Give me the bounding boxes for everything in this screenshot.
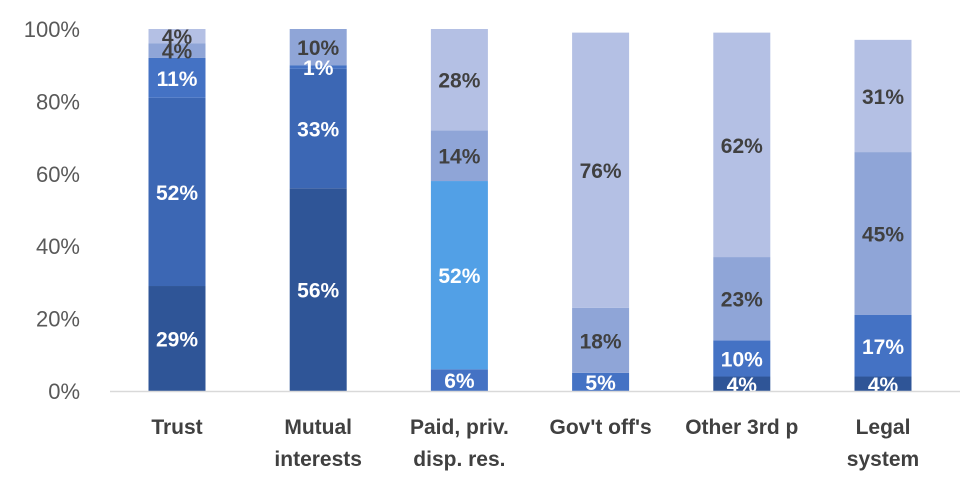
x-tick-label: system — [847, 448, 919, 471]
data-label: 10% — [297, 37, 339, 60]
bar-segment — [713, 257, 771, 341]
x-tick-label: disp. res. — [413, 448, 505, 471]
bar-segment — [148, 43, 206, 58]
bar-segment — [854, 376, 912, 391]
y-tick-label: 80% — [36, 89, 80, 114]
y-tick-label: 100% — [24, 17, 80, 42]
data-label: 1% — [303, 57, 334, 80]
y-tick-label: 40% — [36, 234, 80, 259]
data-label: 5% — [585, 372, 616, 395]
data-label: 4% — [162, 26, 193, 49]
x-tick-label: Paid, priv. — [410, 416, 509, 439]
x-tick-label: Legal — [856, 416, 911, 439]
y-axis: 0% 20% 40% 60% 80% 100% — [24, 17, 80, 404]
data-label: 33% — [297, 119, 339, 142]
data-label: 18% — [580, 330, 622, 353]
bar-segment — [289, 29, 347, 66]
data-label: 45% — [862, 224, 904, 247]
data-label: 52% — [156, 182, 198, 205]
y-tick-label: 0% — [48, 379, 80, 404]
bar-segment — [148, 29, 206, 44]
x-tick-label: Other 3rd p — [685, 416, 798, 439]
bar-segment — [289, 65, 347, 69]
bar-segment — [854, 152, 912, 315]
bar-segment — [148, 57, 206, 98]
data-label: 29% — [156, 329, 198, 352]
bar-segment — [430, 181, 488, 370]
x-tick-label: Trust — [151, 416, 202, 439]
data-label: 11% — [157, 68, 198, 91]
bar-segment — [289, 68, 347, 189]
bar-segment — [430, 130, 488, 182]
bar-segment — [430, 369, 488, 391]
data-label: 17% — [862, 336, 904, 359]
x-axis: Trust Mutual interests Paid, priv. disp. res… — [110, 390, 960, 471]
bar-segment — [572, 307, 630, 373]
y-tick-label: 60% — [36, 162, 80, 187]
bar-segment — [854, 314, 912, 377]
bar-segment — [572, 32, 630, 308]
bar-segment — [289, 188, 347, 391]
data-label: 10% — [721, 348, 763, 371]
y-tick-label: 20% — [36, 307, 80, 332]
bar-segment — [713, 32, 771, 258]
bars — [148, 29, 912, 391]
data-label: 6% — [444, 370, 475, 393]
data-label: 4% — [727, 374, 758, 397]
bar-segment — [148, 286, 206, 391]
data-label: 76% — [580, 160, 622, 183]
data-label: 31% — [862, 86, 904, 109]
bar-segment — [572, 372, 630, 391]
x-tick-label: Gov't off's — [550, 416, 652, 439]
data-labels: 29%52%11%4%4%56%33%1%10%6%52%14%28%5%18%… — [156, 26, 904, 397]
data-label: 4% — [162, 41, 193, 64]
x-tick-label: Mutual — [284, 416, 352, 439]
data-label: 4% — [868, 374, 899, 397]
bar-segment — [713, 340, 771, 377]
data-label: 14% — [438, 146, 480, 169]
data-label: 56% — [297, 280, 339, 303]
data-label: 62% — [721, 135, 763, 158]
data-label: 28% — [438, 70, 480, 93]
bar-segment — [148, 97, 206, 287]
x-tick-label: interests — [274, 448, 362, 471]
bar-segment — [854, 39, 912, 153]
bar-segment — [713, 376, 771, 391]
bar-segment — [430, 29, 488, 131]
data-label: 52% — [438, 265, 480, 288]
data-label: 23% — [721, 289, 763, 312]
